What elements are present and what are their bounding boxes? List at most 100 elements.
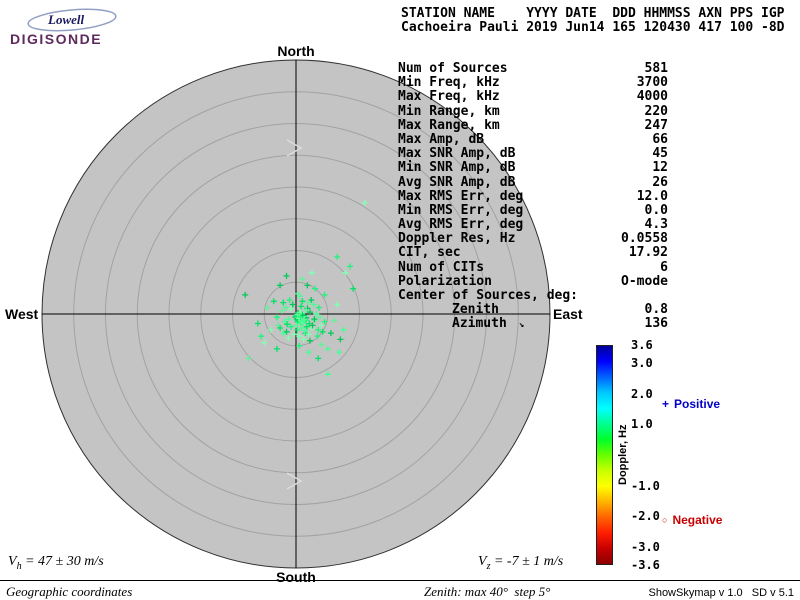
stat-row: Num of CITs 6	[398, 260, 668, 275]
source-point	[284, 321, 291, 328]
stat-value: 0.0	[644, 202, 668, 218]
stat-value: 220	[644, 103, 668, 119]
upper-axis-chevron-icon	[286, 139, 303, 157]
stat-label: Max Freq, kHz	[398, 89, 500, 105]
stat-label: Polarization	[398, 273, 492, 289]
stat-row: Max Amp, dB 66	[398, 131, 668, 147]
colorbar-tick: -1.0	[631, 478, 660, 493]
source-point	[311, 316, 318, 323]
stat-value: 45	[652, 146, 668, 162]
stat-label: Num of Sources	[398, 61, 508, 76]
source-point	[254, 320, 261, 327]
source-point	[336, 349, 343, 356]
stat-label: Max Amp, dB	[398, 131, 485, 147]
stat-value: 4000	[636, 89, 668, 105]
compass-label-east: East	[553, 306, 583, 322]
source-point	[304, 282, 311, 289]
compass-label-west: West	[5, 306, 39, 322]
stat-row: Max Range, km 247	[398, 118, 668, 133]
source-point	[285, 335, 292, 342]
source-point	[296, 333, 303, 340]
source-point	[297, 313, 304, 320]
skymap-polar-plot	[41, 59, 551, 569]
stat-value: O-mode	[621, 273, 668, 289]
source-point	[337, 336, 344, 343]
source-point	[291, 331, 298, 338]
source-point	[283, 328, 290, 335]
stat-row: Polarization O-mode	[398, 273, 668, 289]
stat-row: Min Range, km 220	[398, 103, 668, 119]
source-point	[264, 304, 271, 311]
stat-label: Doppler Res, Hz	[398, 231, 516, 247]
stat-row: Avg SNR Amp, dB 26	[398, 174, 668, 190]
source-point	[315, 326, 322, 333]
source-point	[287, 305, 294, 312]
vh-value: = 47 ± 30 m/s	[21, 554, 104, 569]
vh-symbol: V	[8, 554, 17, 569]
source-point	[270, 298, 277, 305]
colorbar-tick: 3.6	[631, 338, 653, 352]
source-point	[298, 303, 305, 310]
logo-swoosh-ellipse-icon	[27, 8, 117, 32]
stat-label: Min RMS Err, deg	[398, 202, 524, 218]
source-point	[361, 199, 368, 206]
stat-value: 12	[652, 160, 668, 176]
vz-subscript: z	[486, 560, 491, 572]
source-point	[312, 317, 319, 324]
colorbar-tick: -3.0	[631, 539, 660, 554]
compass-label-south: South	[276, 569, 316, 585]
stat-row: Doppler Res, Hz 0.0558	[398, 232, 668, 246]
source-point	[342, 269, 349, 276]
source-point	[327, 330, 334, 337]
source-point	[350, 285, 357, 292]
stat-label: Min SNR Amp, dB	[398, 160, 516, 176]
stat-row: Min Freq, kHz 3700	[398, 75, 668, 91]
stat-label: Center of Sources, deg:	[398, 288, 579, 303]
source-point	[313, 311, 320, 317]
source-point	[305, 331, 312, 338]
source-point	[296, 342, 303, 349]
stat-row: Zenith 0.8	[398, 302, 668, 318]
azimuth-direction-icon: ↘	[518, 320, 525, 331]
source-point	[305, 299, 312, 306]
stat-row: Center of Sources, deg:	[398, 288, 668, 303]
stat-value: 0.8	[644, 302, 668, 318]
software-version-label: ShowSkymap v 1.0 SD v 5.1	[648, 587, 794, 599]
negative-doppler-legend: ○ Negative	[662, 513, 722, 527]
source-point	[310, 301, 317, 308]
source-point	[294, 326, 301, 333]
stat-label: Min Range, km	[398, 103, 500, 119]
source-point	[280, 299, 287, 306]
colorbar-tick: -2.0	[631, 509, 660, 524]
source-point	[315, 304, 322, 311]
stat-value: 4.3	[644, 217, 668, 233]
stat-row: CIT, sec 17.92	[398, 246, 668, 260]
source-point	[340, 326, 347, 333]
station-header-values: Cachoeira Pauli 2019 Jun14 165 120430 41…	[401, 20, 785, 35]
source-point	[334, 301, 341, 308]
source-point	[300, 336, 307, 343]
doppler-colorbar	[596, 345, 613, 565]
source-point	[287, 323, 294, 330]
source-point	[321, 291, 328, 298]
footer-divider-line	[0, 580, 800, 581]
source-point	[273, 345, 280, 352]
source-point	[280, 330, 287, 337]
source-point	[293, 322, 299, 329]
positive-legend-label: Positive	[674, 397, 721, 411]
source-point	[303, 307, 310, 314]
stat-label: Avg SNR Amp, dB	[398, 174, 516, 190]
source-point	[258, 333, 265, 340]
source-point	[321, 318, 328, 325]
stat-label: Zenith	[452, 302, 499, 318]
colorbar-tick: 3.0	[631, 356, 653, 371]
stat-label: CIT, sec	[398, 245, 461, 261]
logo-digisonde-text: DIGISONDE	[10, 31, 103, 47]
stat-value: 3700	[636, 75, 668, 91]
stat-row: Min RMS Err, deg 0.0	[398, 202, 668, 218]
source-point	[334, 253, 341, 260]
stat-value: 17.92	[628, 245, 668, 261]
lowell-digisonde-logo: Lowell DIGISONDE	[8, 5, 128, 49]
station-header-columns: STATION NAME YYYY DATE DDD HHMMSS AXN PP…	[401, 6, 785, 21]
